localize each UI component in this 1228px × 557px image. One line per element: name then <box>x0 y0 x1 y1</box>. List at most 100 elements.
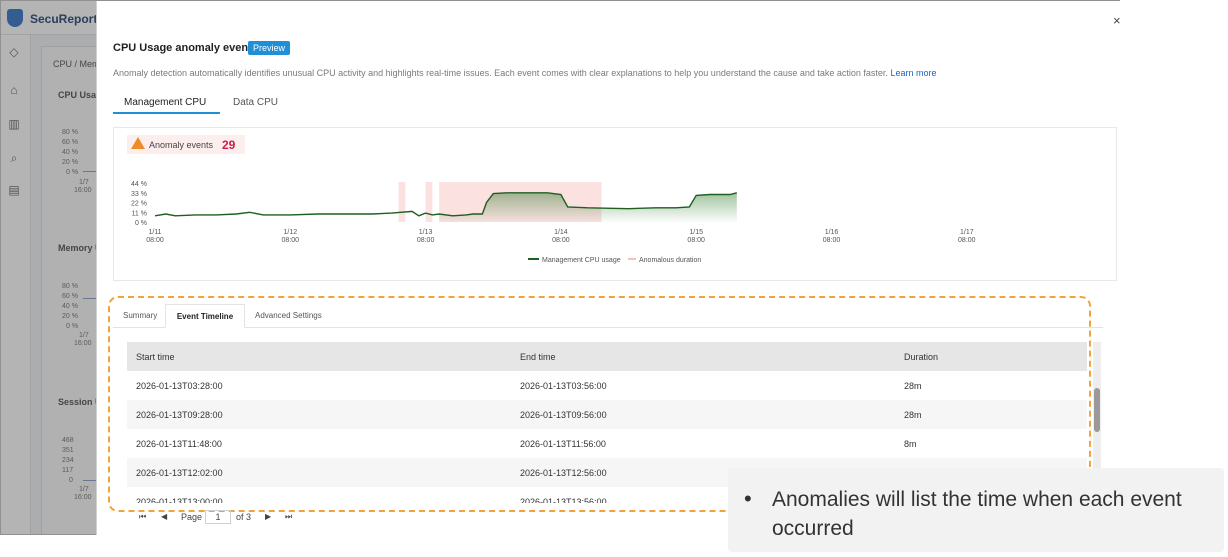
cell-end: 2026-01-13T13:56:00 <box>520 497 607 503</box>
drawer-title: CPU Usage anomaly events <box>113 42 258 54</box>
axis-tick: 117 <box>62 467 74 474</box>
cell-start: 2026-01-13T12:02:00 <box>136 468 223 478</box>
x-tick-time: 08:00 <box>282 237 300 244</box>
anomaly-band <box>398 182 406 222</box>
y-tick-label: 22 % <box>131 201 147 208</box>
home-icon[interactable]: ⌂ <box>10 83 18 97</box>
event-tabs: Summary Event Timeline Advanced Settings <box>113 304 1103 328</box>
axis-tick: 0 % <box>66 169 79 176</box>
preview-badge: Preview <box>248 41 291 55</box>
highlight-dashed-border <box>108 296 1091 512</box>
cell-duration: 28m <box>904 381 922 391</box>
tab-event-timeline[interactable]: Event Timeline <box>165 304 245 328</box>
next-page-button[interactable]: ▶ <box>265 512 272 521</box>
axis-tick: 60 % <box>62 293 78 300</box>
legend-label-anomaly: Anomalous duration <box>639 257 701 264</box>
close-icon[interactable]: × <box>1113 13 1121 28</box>
axis-tick: 20 % <box>62 159 78 166</box>
cell-duration: 8m <box>904 439 917 449</box>
y-tick-label: 44 % <box>131 181 147 188</box>
x-tick-time: 08:00 <box>823 237 841 244</box>
table-row[interactable]: 2026-01-13T11:48:00 2026-01-13T11:56:00 8m <box>127 429 1087 458</box>
column-end-time[interactable]: End time <box>520 352 556 362</box>
page-number-input[interactable]: 1 <box>205 510 231 524</box>
background-series-line <box>83 480 99 481</box>
x-tick-time: 08:00 <box>146 237 164 244</box>
y-tick-label: 0 % <box>135 220 147 227</box>
table-row[interactable]: 2026-01-13T09:28:00 2026-01-13T09:56:00 28… <box>127 400 1087 429</box>
x-tick-date: 1/15 <box>689 229 703 236</box>
cell-start: 2026-01-13T09:28:00 <box>136 410 223 420</box>
tab-management-cpu[interactable]: Management CPU <box>113 92 220 114</box>
tab-data-cpu[interactable]: Data CPU <box>233 97 279 108</box>
tab-summary[interactable]: Summary <box>123 311 158 320</box>
y-tick-label: 33 % <box>131 191 147 198</box>
cell-end: 2026-01-13T09:56:00 <box>520 410 607 420</box>
cell-start: 2026-01-13T13:00:00 <box>136 497 223 503</box>
anomaly-area <box>439 192 737 222</box>
learn-more-link[interactable]: Learn more <box>890 68 937 78</box>
x-tick-date: 1/13 <box>419 229 433 236</box>
axis-tick: 16:00 <box>74 494 92 501</box>
axis-tick: 351 <box>62 447 74 454</box>
axis-tick: 1/7 <box>79 179 89 186</box>
cell-end: 2026-01-13T11:56:00 <box>520 439 606 449</box>
tab-advanced-settings[interactable]: Advanced Settings <box>255 311 322 320</box>
page-count-label: of 3 <box>236 512 252 522</box>
x-tick-date: 1/12 <box>283 229 297 236</box>
callout-text: Anomalies will list the time when each e… <box>772 488 1182 540</box>
cell-duration: 28m <box>904 410 922 420</box>
axis-tick: 1/7 <box>79 486 89 493</box>
axis-tick: 20 % <box>62 313 78 320</box>
session-usage-title: Session U <box>58 397 102 407</box>
first-page-button[interactable]: ⏮ <box>139 512 147 521</box>
shield-logo-icon <box>7 9 23 27</box>
axis-tick: 40 % <box>62 149 78 156</box>
x-tick-time: 08:00 <box>552 237 570 244</box>
column-start-time[interactable]: Start time <box>136 352 175 362</box>
diamond-icon[interactable]: ◇ <box>9 45 19 59</box>
scrollbar-thumb[interactable] <box>1094 388 1100 432</box>
x-tick-date: 1/16 <box>825 229 839 236</box>
bar-chart-icon[interactable]: ▥ <box>8 117 20 131</box>
prev-page-button[interactable]: ◀ <box>161 512 168 521</box>
bullet-icon: • <box>744 486 752 511</box>
x-tick-date: 1/11 <box>148 229 161 236</box>
search-icon[interactable]: ⌕ <box>10 151 18 165</box>
axis-tick: 468 <box>62 437 74 444</box>
app-title: SecuReporte <box>30 12 105 26</box>
y-tick-label: 11 % <box>132 210 147 217</box>
x-tick-time: 08:00 <box>687 237 705 244</box>
memory-usage-title: Memory U <box>58 243 102 253</box>
chart-card <box>113 127 1117 281</box>
anomaly-count: 29 <box>222 138 236 152</box>
document-icon[interactable]: ▤ <box>8 183 20 197</box>
left-nav-rail: ◇ ⌂ ▥ ⌕ ▤ <box>1 35 31 534</box>
x-tick-time: 08:00 <box>958 237 976 244</box>
cell-start: 2026-01-13T03:28:00 <box>136 381 223 391</box>
x-tick-date: 1/14 <box>554 229 568 236</box>
annotation-callout <box>728 468 1224 552</box>
cell-start: 2026-01-13T11:48:00 <box>136 439 222 449</box>
background-series-line <box>83 298 99 299</box>
axis-tick: 80 % <box>62 129 78 136</box>
series-line-management-cpu <box>154 192 737 217</box>
table-row[interactable]: 2026-01-13T13:00:00 2026-01-13T13:56:00 <box>127 487 1087 503</box>
x-tick-time: 08:00 <box>417 237 435 244</box>
last-page-button[interactable]: ⏭ <box>285 512 293 521</box>
background-panel <box>41 46 101 534</box>
axis-tick: 16:00 <box>74 340 92 347</box>
axis-tick: 0 % <box>66 323 79 330</box>
table-header: Start time End time Duration <box>127 342 1087 371</box>
drawer-description: Anomaly detection automatically identifi… <box>113 68 936 78</box>
legend-label-cpu: Management CPU usage <box>542 257 621 264</box>
anomaly-summary <box>127 135 245 154</box>
axis-tick: 16:00 <box>74 187 92 194</box>
column-duration[interactable]: Duration <box>904 352 939 362</box>
table-row[interactable]: 2026-01-13T03:28:00 2026-01-13T03:56:00 28… <box>127 371 1087 400</box>
axis-tick: 0 <box>69 477 73 484</box>
cpu-usage-title: CPU Usag <box>58 90 102 100</box>
page-label: Page <box>181 512 203 522</box>
description-text: Anomaly detection automatically identifi… <box>113 68 888 78</box>
axis-tick: 234 <box>62 457 74 464</box>
